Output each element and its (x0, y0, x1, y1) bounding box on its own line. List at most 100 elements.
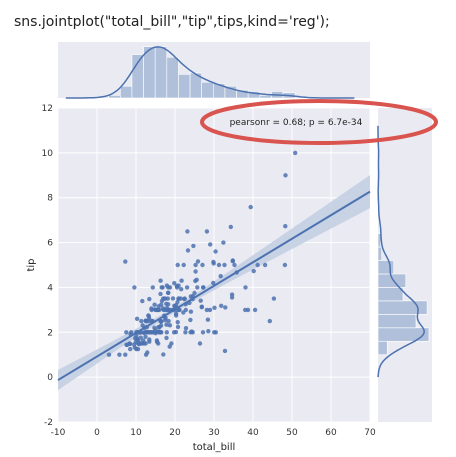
x-tick-label: 10 (130, 428, 142, 438)
scatter-point (106, 352, 112, 357)
scatter-point (245, 307, 251, 313)
scatter-point (167, 323, 173, 328)
scatter-point (151, 330, 156, 335)
y-tick-labels: -2 0 2 4 6 8 10 12 (42, 104, 54, 428)
scatter-point (200, 262, 205, 268)
scatter-point (173, 311, 179, 316)
scatter-point (204, 307, 209, 313)
scatter-point (191, 243, 196, 249)
scatter-point (147, 296, 152, 302)
top-hist-bar (154, 46, 168, 99)
scatter-point (156, 341, 161, 346)
right-hist-bar (377, 314, 417, 329)
scatter-point (152, 302, 157, 307)
scatter-point (195, 285, 200, 290)
scatter-point (139, 318, 144, 324)
x-tick-labels: -10 0 10 20 30 40 50 60 70 (51, 428, 376, 438)
scatter-point (123, 352, 128, 357)
scatter-point (155, 307, 160, 313)
scatter-point (117, 352, 122, 357)
scatter-point (174, 285, 180, 290)
scatter-point (170, 296, 176, 301)
right-hist-bar (377, 300, 428, 315)
scatter-point (161, 352, 166, 357)
scatter-point (181, 310, 186, 315)
scatter-point (208, 242, 213, 247)
scatter-point (132, 336, 138, 341)
scatter-point (248, 204, 253, 210)
scatter-point (152, 325, 157, 330)
scatter-point (143, 352, 149, 357)
scatter-point (181, 262, 186, 268)
scatter-point (228, 224, 233, 230)
scatter-point (218, 274, 223, 279)
scatter-point (219, 303, 224, 308)
scatter-point (138, 335, 143, 340)
scatter-point (125, 342, 130, 347)
scatter-point (193, 278, 198, 284)
code-line: sns.jointplot("total_bill","tip",tips,ki… (14, 14, 330, 30)
right-hist-bar (377, 219, 380, 234)
scatter-point (182, 296, 187, 302)
scatter-point (165, 296, 170, 301)
scatter-point (128, 346, 133, 352)
top-hist-bar (178, 74, 191, 99)
x-tick-label: 0 (94, 428, 100, 438)
scatter-point (143, 334, 148, 339)
right-hist-bar (377, 340, 388, 356)
scatter-point (255, 262, 260, 268)
scatter-point (123, 259, 128, 264)
scatter-point (197, 341, 203, 346)
scatter-point (206, 329, 211, 334)
scatter-point (223, 305, 228, 310)
x-tick-label: 40 (247, 428, 259, 438)
y-tick-label: 0 (47, 373, 53, 383)
scatter-point (134, 346, 139, 352)
scatter-point (232, 262, 237, 268)
scatter-point (183, 326, 189, 331)
scatter-point (251, 268, 256, 274)
scatter-point (205, 317, 211, 322)
right-hist-bar (377, 273, 407, 288)
scatter-point (222, 348, 228, 354)
y-tick-label: 2 (47, 328, 53, 338)
scatter-point (146, 318, 151, 324)
x-tick-label: 30 (208, 428, 220, 438)
scatter-point (188, 317, 193, 323)
scatter-point (252, 307, 258, 313)
right-hist-bar (377, 287, 404, 302)
scatter-point (221, 240, 226, 245)
x-tick-label: 50 (286, 428, 298, 438)
top-marginal-kde-curve (65, 46, 355, 99)
scatter-point (201, 285, 206, 290)
scatter-point (163, 307, 168, 313)
scatter-point (159, 285, 164, 290)
scatter-point (159, 302, 164, 307)
scatter-point (212, 305, 217, 310)
y-axis-label: tip (26, 258, 37, 271)
scatter-point (167, 285, 173, 290)
scatter-point (167, 344, 172, 349)
y-tick-label: 4 (47, 283, 53, 293)
scatter-point (185, 229, 190, 234)
scatter-point (216, 262, 222, 268)
y-tick-label: 8 (47, 194, 53, 204)
scatter-point (165, 290, 171, 295)
scatter-point (213, 249, 218, 254)
top-hist-bar (108, 95, 121, 99)
scatter-point (179, 278, 184, 283)
scatter-point (145, 330, 150, 335)
scatter-point (179, 287, 184, 292)
scatter-point (212, 330, 217, 335)
top-hist-bar (131, 54, 144, 99)
right-hist-bar (377, 327, 430, 342)
scatter-point (193, 269, 198, 274)
scatter-point (243, 285, 248, 290)
right-marginal-kde-curve (377, 125, 425, 378)
scatter-point (207, 307, 213, 313)
scatter-point (175, 324, 181, 330)
scatter-point (164, 330, 169, 335)
regression-line (57, 190, 371, 381)
top-hist-bar (166, 56, 179, 99)
